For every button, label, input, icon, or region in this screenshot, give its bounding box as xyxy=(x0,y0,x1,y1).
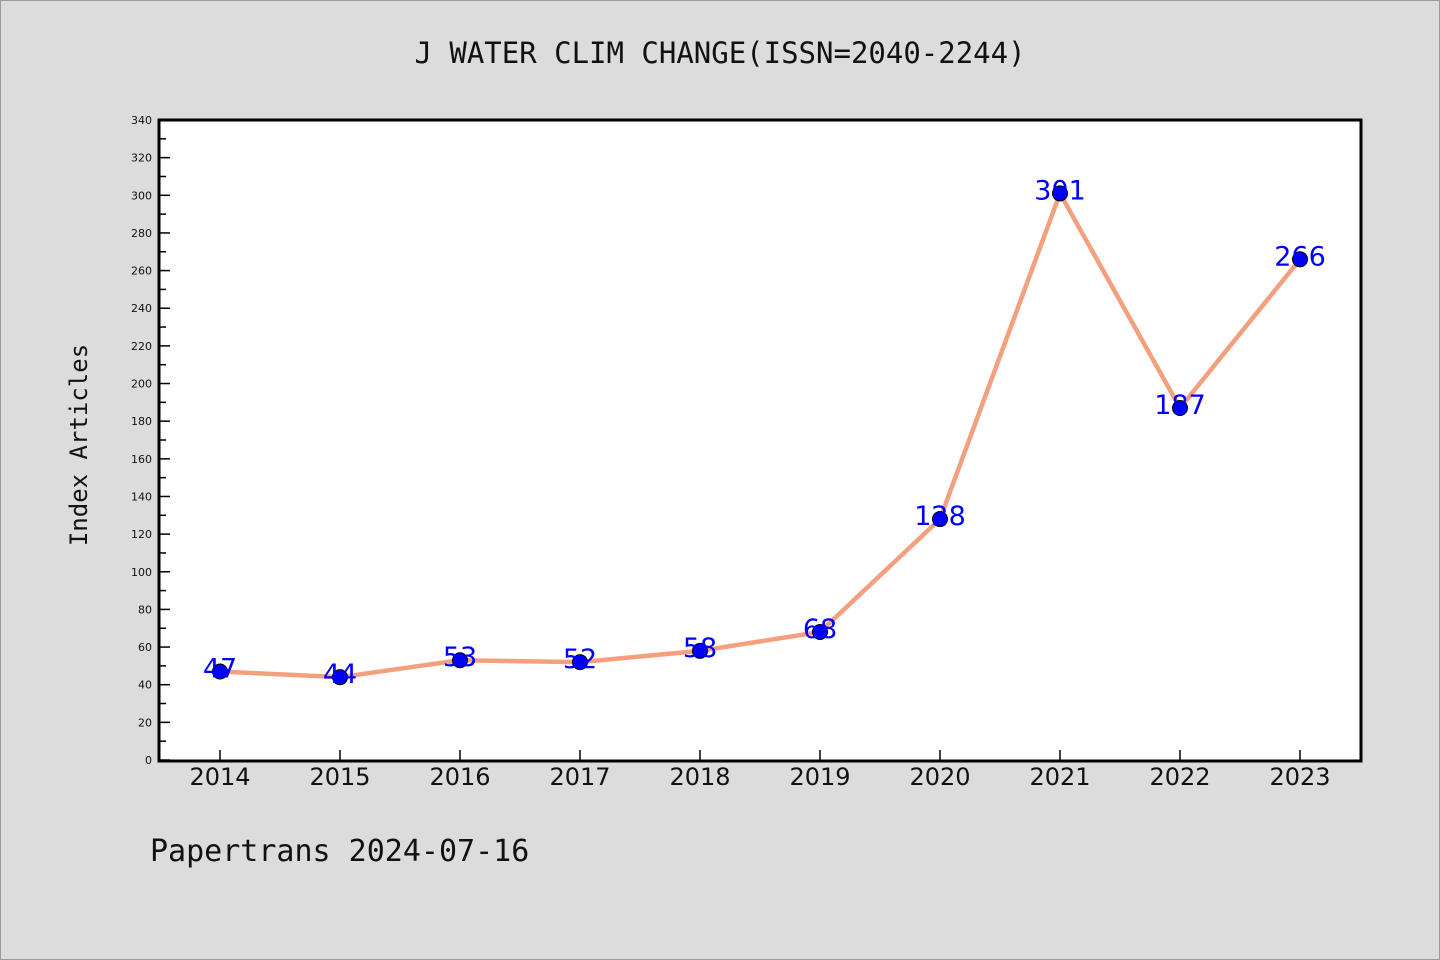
data-point xyxy=(812,624,828,640)
data-point xyxy=(1292,251,1308,268)
data-label: 301 xyxy=(1034,175,1086,206)
data-point xyxy=(452,652,468,669)
data-label: 53 xyxy=(443,642,477,673)
data-label: 52 xyxy=(563,644,597,675)
y-tick-label: 40 xyxy=(138,679,152,692)
data-point xyxy=(212,663,228,680)
data-labels: 47 44 53 52 58 68 128 301 187 266 xyxy=(203,175,1326,690)
data-point xyxy=(932,511,948,528)
y-tick-label: 280 xyxy=(131,227,152,240)
y-tick-label: 20 xyxy=(138,716,152,729)
plot-area xyxy=(157,118,1363,763)
series-markers xyxy=(212,185,1308,686)
y-tick-label: 180 xyxy=(131,415,152,428)
x-tick-label: 2023 xyxy=(1269,763,1330,791)
y-tick-label: 140 xyxy=(131,490,152,503)
x-tick-label: 2016 xyxy=(429,763,490,791)
x-tick-label: 2020 xyxy=(909,763,970,791)
y-tick-label: 100 xyxy=(131,566,152,579)
data-label: 128 xyxy=(914,501,966,532)
data-label: 44 xyxy=(323,659,357,690)
data-label: 266 xyxy=(1274,241,1326,272)
x-axis: 2014 2015 2016 2017 2018 2019 2020 2021 2022 2023 xyxy=(189,750,1331,791)
x-tick-label: 2021 xyxy=(1029,763,1090,791)
y-axis: 0 20 40 60 80 100 120 140 160 180 200 220 240 260 280 3… xyxy=(131,114,170,767)
y-tick-label: 300 xyxy=(131,189,152,202)
x-tick-label: 2022 xyxy=(1149,763,1210,791)
x-tick-label: 2019 xyxy=(789,763,850,791)
data-point xyxy=(332,669,348,686)
y-tick-label: 260 xyxy=(131,265,152,278)
data-point xyxy=(1052,185,1068,202)
data-label: 68 xyxy=(803,614,837,645)
footer-note: Papertrans 2024-07-16 xyxy=(150,834,530,869)
x-tick-label: 2015 xyxy=(309,763,370,791)
y-tick-label: 220 xyxy=(131,340,152,353)
data-point xyxy=(692,642,708,659)
y-tick-label: 340 xyxy=(131,114,152,127)
data-label: 187 xyxy=(1154,390,1206,421)
y-tick-label: 200 xyxy=(131,378,152,391)
x-tick-label: 2017 xyxy=(549,763,610,791)
series-line xyxy=(217,191,1303,680)
y-tick-label: 120 xyxy=(131,528,152,541)
x-tick-label: 2018 xyxy=(669,763,730,791)
data-point xyxy=(572,654,588,671)
y-tick-label: 240 xyxy=(131,302,152,315)
data-point xyxy=(1172,400,1188,416)
data-label: 58 xyxy=(683,633,717,664)
y-tick-label: 60 xyxy=(138,641,152,654)
y-tick-label: 0 xyxy=(145,754,152,767)
x-tick-label: 2014 xyxy=(189,763,250,791)
chart-title: J WATER CLIM CHANGE(ISSN=2040-2244) xyxy=(414,36,1026,70)
y-tick-label: 320 xyxy=(131,152,152,165)
y-tick-label: 160 xyxy=(131,453,152,466)
data-label: 47 xyxy=(203,654,237,685)
y-tick-label: 80 xyxy=(138,603,152,616)
